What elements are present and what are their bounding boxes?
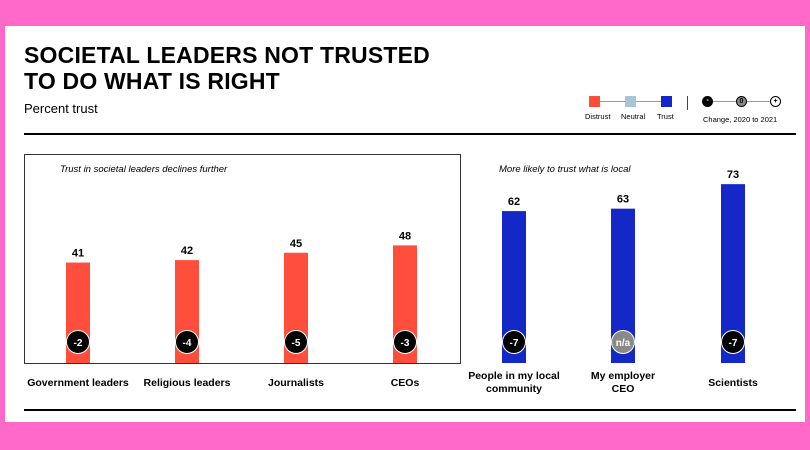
title-line-1: SOCIETAL LEADERS NOT TRUSTED xyxy=(24,42,430,68)
data-label: 63 xyxy=(617,194,629,206)
page-title: SOCIETAL LEADERS NOT TRUSTED TO DO WHAT … xyxy=(24,42,430,94)
change-label: -7 xyxy=(510,338,519,349)
change-plus-icon: + xyxy=(770,96,781,107)
category-label: CEOs xyxy=(391,377,420,389)
bottom-rule xyxy=(24,409,796,411)
top-rule xyxy=(24,133,796,135)
change-bubble xyxy=(284,330,308,354)
change-label: -3 xyxy=(401,338,410,349)
title-line-2: TO DO WHAT IS RIGHT xyxy=(24,68,280,94)
data-label: 42 xyxy=(181,245,193,257)
legend-label-trust: Trust xyxy=(657,112,674,121)
right-panel-title: More likely to trust what is local xyxy=(499,164,631,175)
category-label: CEO xyxy=(612,383,635,395)
category-label: People in my local xyxy=(468,370,560,382)
category-label: community xyxy=(486,383,542,395)
change-bubble xyxy=(66,330,90,354)
category-label: My employer xyxy=(591,370,655,382)
bar-charts: 41 -2 Government leaders 42 -4 Religious lead… xyxy=(27,169,758,395)
data-label: 73 xyxy=(727,169,739,181)
change-bubble xyxy=(175,330,199,354)
category-label: Religious leaders xyxy=(144,377,231,389)
change-bubble xyxy=(721,330,745,354)
change-label: -5 xyxy=(292,338,301,349)
change-zero-icon: 0 xyxy=(736,96,747,107)
subtitle: Percent trust xyxy=(24,101,98,116)
left-panel-title: Trust in societal leaders declines furth… xyxy=(60,164,228,175)
legend-swatch-distrust xyxy=(589,96,600,107)
data-label: 45 xyxy=(290,238,302,250)
left-panel-frame xyxy=(24,154,461,364)
legend-swatch-trust xyxy=(661,96,672,107)
change-label: n/a xyxy=(616,338,631,349)
change-bubble xyxy=(502,330,526,354)
change-label: -7 xyxy=(729,338,738,349)
legend-label-change: Change, 2020 to 2021 xyxy=(703,115,778,124)
change-label: -4 xyxy=(183,338,192,349)
data-label: 62 xyxy=(508,196,520,208)
change-bubble xyxy=(611,330,635,354)
category-label: Journalists xyxy=(268,377,324,389)
legend-label-distrust: Distrust xyxy=(585,112,611,121)
category-label: Scientists xyxy=(708,377,758,389)
change-minus-icon: - xyxy=(702,96,713,107)
category-label: Government leaders xyxy=(27,377,129,389)
change-label: -2 xyxy=(74,338,83,349)
legend-label-neutral: Neutral xyxy=(621,112,646,121)
legend-swatch-neutral xyxy=(625,96,636,107)
data-label: 48 xyxy=(399,230,411,242)
change-bubble xyxy=(393,330,417,354)
slide: SOCIETAL LEADERS NOT TRUSTED TO DO WHAT … xyxy=(5,26,805,422)
data-label: 41 xyxy=(72,248,84,260)
legend-separator xyxy=(687,96,688,110)
